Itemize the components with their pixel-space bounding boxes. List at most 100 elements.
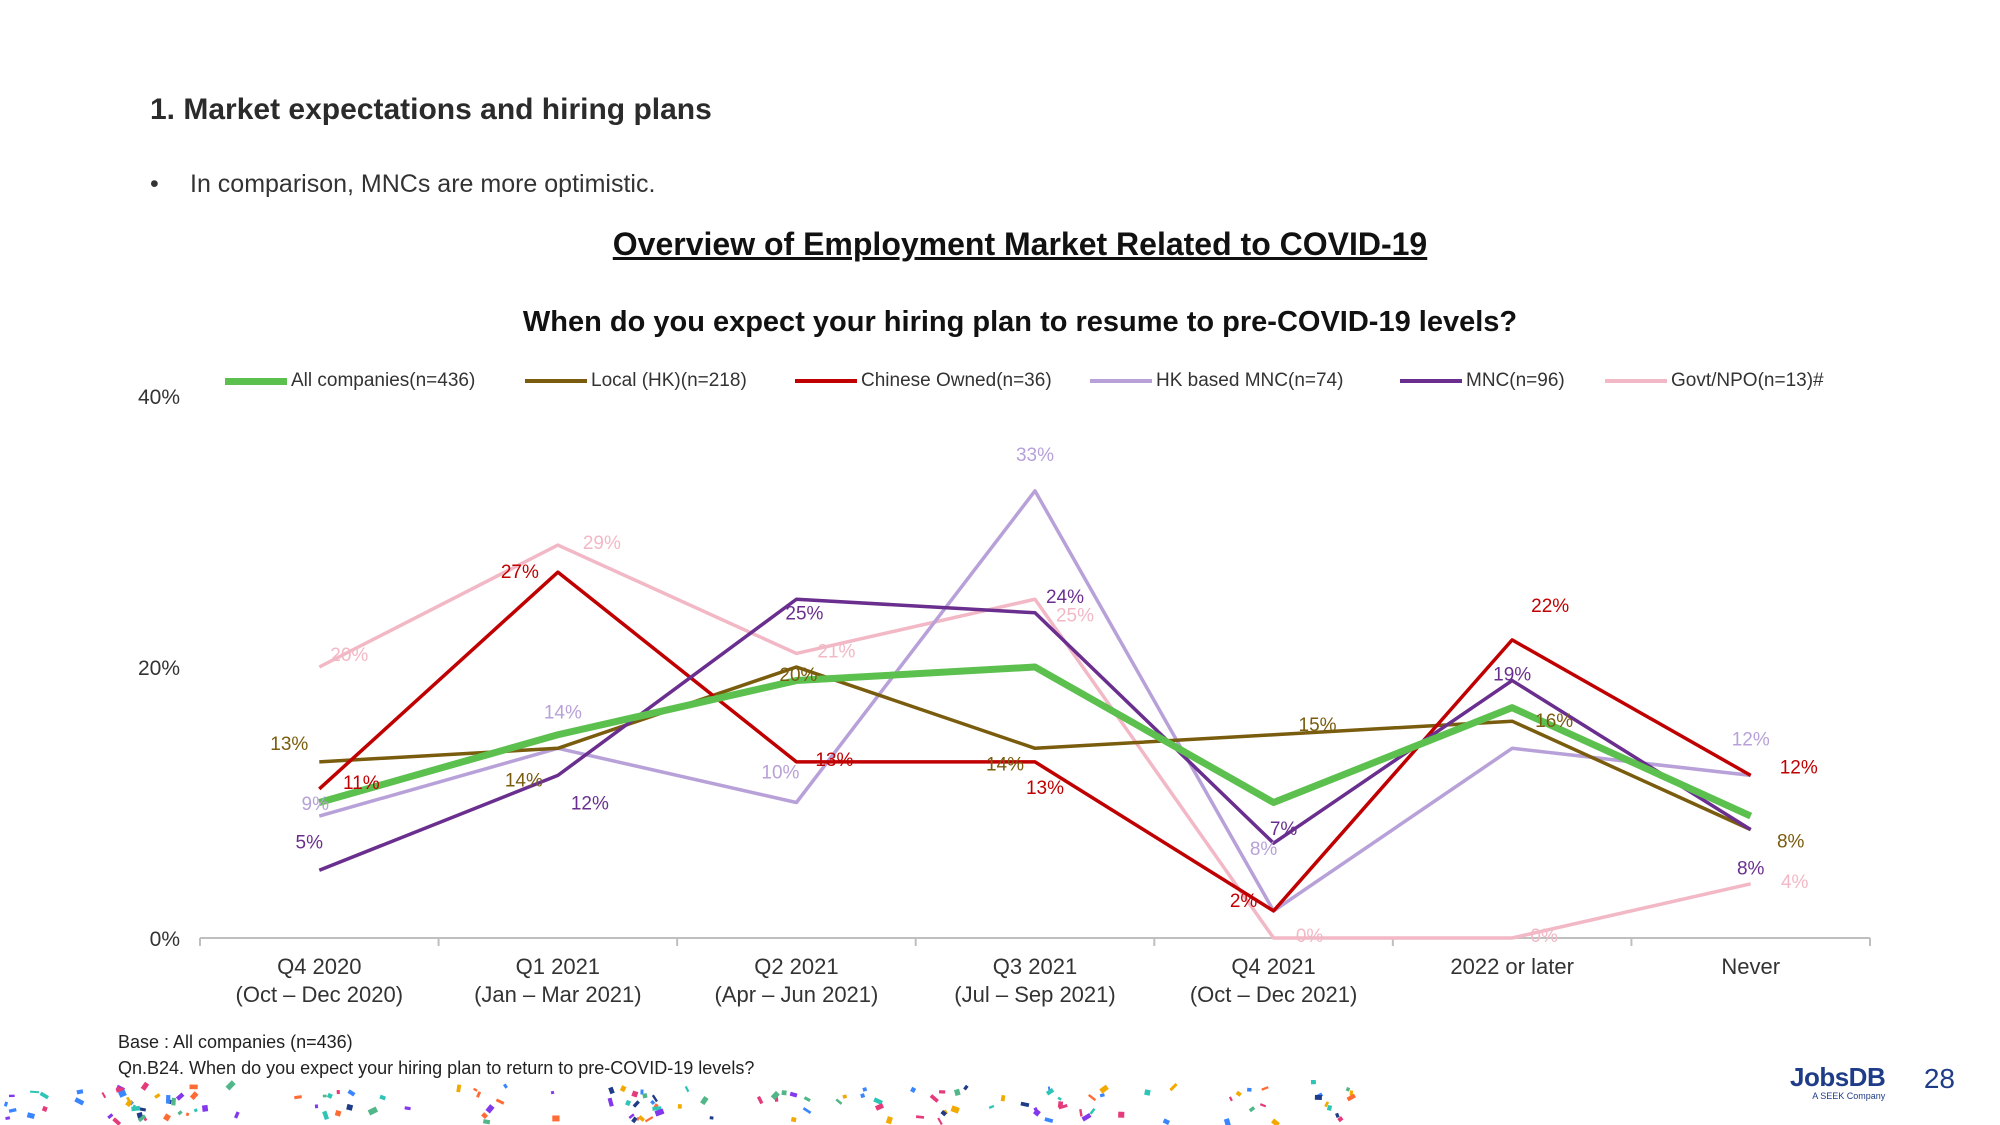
- confetti-piece: [154, 1093, 161, 1099]
- data-label: 19%: [1493, 665, 1531, 686]
- confetti-piece: [709, 1116, 714, 1120]
- confetti-piece: [677, 1104, 682, 1109]
- confetti-piece: [5, 1116, 11, 1121]
- confetti-piece: [874, 1103, 885, 1111]
- x-tick-label: Q4 2021: [1231, 954, 1315, 979]
- confetti-piece: [8, 1094, 15, 1098]
- confetti-piece: [631, 1116, 638, 1124]
- confetti-piece: [1081, 1113, 1092, 1122]
- confetti-piece: [185, 1112, 190, 1117]
- legend-item: Local (HK)(n=218): [525, 370, 747, 392]
- x-tick-label: (Apr – Jun 2021): [714, 982, 878, 1007]
- confetti-piece: [74, 1097, 85, 1106]
- confetti-piece: [347, 1089, 356, 1097]
- legend-swatch: [525, 379, 587, 383]
- confetti-piece: [910, 1086, 917, 1093]
- data-label: 25%: [785, 603, 823, 624]
- data-label: 29%: [583, 533, 621, 554]
- confetti-piece: [619, 1085, 627, 1093]
- data-label: 33%: [1016, 445, 1054, 466]
- confetti-piece: [101, 1091, 107, 1099]
- confetti-piece: [625, 1099, 632, 1107]
- confetti-piece: [481, 1112, 489, 1120]
- confetti-piece: [1000, 1094, 1006, 1102]
- data-label: 15%: [1299, 715, 1337, 736]
- confetti-piece: [1089, 1107, 1096, 1115]
- confetti-piece: [1169, 1083, 1178, 1092]
- series-line: [318, 597, 1752, 872]
- confetti-piece: [950, 1105, 960, 1114]
- confetti-piece: [1223, 1118, 1232, 1125]
- confetti-piece: [636, 1116, 640, 1121]
- confetti-piece: [404, 1106, 411, 1111]
- confetti-piece: [336, 1089, 340, 1095]
- confetti-piece: [628, 1113, 635, 1119]
- confetti-piece: [1326, 1105, 1333, 1111]
- data-label: 25%: [1056, 605, 1094, 626]
- legend-swatch: [795, 379, 857, 383]
- y-tick-label: 40%: [138, 386, 180, 409]
- confetti-piece: [112, 1117, 122, 1125]
- confetti-piece: [29, 1090, 40, 1094]
- confetti-piece: [1099, 1084, 1109, 1094]
- data-label: 20%: [779, 665, 817, 686]
- confetti-piece: [652, 1106, 662, 1111]
- confetti-piece: [770, 1090, 780, 1101]
- data-label: 11%: [343, 773, 380, 794]
- data-label: 16%: [1535, 711, 1573, 732]
- series-line: [318, 663, 1753, 820]
- x-tick-label: (Jul – Sep 2021): [954, 982, 1115, 1007]
- logo-tagline: A SEEK Company: [1812, 1091, 1886, 1101]
- data-label: 13%: [270, 734, 308, 755]
- confetti-piece: [654, 1108, 665, 1117]
- data-label: 22%: [1531, 596, 1569, 617]
- confetti-piece: [1118, 1111, 1125, 1118]
- data-label: 10%: [761, 763, 799, 784]
- data-label: 5%: [296, 832, 324, 853]
- section-title: 1. Market expectations and hiring plans: [150, 93, 712, 126]
- confetti-piece: [473, 1087, 478, 1092]
- series-line: [318, 489, 1751, 913]
- confetti-piece: [314, 1104, 319, 1109]
- confetti-piece: [165, 1095, 171, 1104]
- confetti-piece: [189, 1091, 199, 1101]
- data-label: 0%: [1296, 926, 1324, 947]
- confetti-piece: [485, 1104, 495, 1114]
- series-line: [318, 543, 1752, 940]
- confetti-piece: [1335, 1112, 1340, 1118]
- confetti-piece: [26, 1112, 36, 1120]
- confetti-piece: [631, 1090, 639, 1098]
- confetti-piece: [502, 1083, 508, 1089]
- legend-item: HK based MNC(n=74): [1090, 370, 1343, 392]
- confetti-piece: [482, 1119, 491, 1125]
- confetti-piece: [1314, 1094, 1322, 1100]
- confetti-piece: [1162, 1118, 1171, 1125]
- confetti-piece: [107, 1113, 114, 1120]
- confetti-piece: [322, 1110, 330, 1121]
- confetti-piece: [201, 1104, 209, 1112]
- confetti-piece: [700, 1095, 709, 1106]
- x-tick-label: Q4 2020: [277, 954, 361, 979]
- confetti-piece: [189, 1084, 198, 1090]
- confetti-piece: [1310, 1080, 1316, 1085]
- data-label: 12%: [1780, 757, 1818, 778]
- confetti-piece: [1324, 1101, 1330, 1108]
- base-footnote: Base : All companies (n=436): [118, 1032, 353, 1052]
- data-label: 14%: [986, 754, 1024, 775]
- confetti-piece: [225, 1080, 236, 1091]
- legend-item: All companies(n=436): [225, 370, 475, 392]
- data-label: 2%: [1230, 891, 1258, 912]
- confetti-piece: [1271, 1118, 1280, 1125]
- confetti-piece: [3, 1101, 9, 1107]
- confetti-piece: [125, 1099, 133, 1108]
- confetti-piece: [644, 1116, 654, 1123]
- confetti-piece: [684, 1085, 690, 1093]
- confetti-piece: [988, 1104, 995, 1109]
- confetti-piece: [885, 1116, 893, 1125]
- series-line: [318, 570, 1752, 913]
- confetti-piece: [550, 1090, 555, 1095]
- logo-name: JobsDB: [1790, 1062, 1886, 1092]
- x-tick-label: Q1 2021: [516, 954, 600, 979]
- data-label: 9%: [302, 794, 330, 815]
- data-label: 12%: [571, 793, 609, 814]
